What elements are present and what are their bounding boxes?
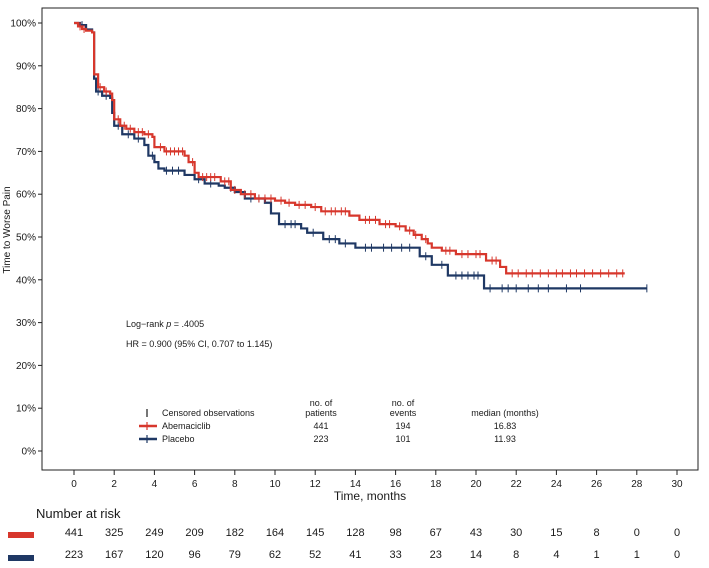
x-tick-label: 30 — [671, 479, 683, 490]
legend-row-patients: 441 — [313, 421, 329, 431]
y-axis-label: Time to Worse Pain — [2, 186, 13, 273]
risk-cell: 52 — [309, 549, 322, 561]
risk-cell: 4 — [553, 549, 560, 561]
legend-row-events: 101 — [395, 434, 411, 444]
legend-row-median: 16.83 — [493, 421, 517, 431]
risk-cell: 441 — [64, 527, 84, 539]
logrank-p-symbol: p — [166, 319, 172, 329]
x-tick-label: 8 — [232, 479, 238, 490]
logrank-label: Log−rank — [126, 319, 167, 329]
y-tick-label: 90% — [16, 61, 36, 72]
risk-cell: 30 — [510, 527, 523, 539]
x-tick-label: 14 — [350, 479, 362, 490]
abemaciclib-curve — [74, 21, 625, 275]
x-tick-label: 28 — [631, 479, 643, 490]
risk-cell: 33 — [389, 549, 402, 561]
y-axis: 0% 10% 20% 30% 40% 50% 60% 70% 80% 90% 100% — [10, 19, 42, 458]
risk-cell: 98 — [389, 527, 402, 539]
y-tick-label: 30% — [16, 318, 36, 329]
y-tick-label: 70% — [16, 147, 36, 158]
risk-cell: 67 — [429, 527, 442, 539]
risk-cell: 43 — [469, 527, 483, 539]
plot-area — [41, 7, 699, 471]
y-tick-label: 10% — [16, 404, 36, 415]
legend-header-median: median (months) — [471, 408, 539, 418]
risk-cell: 1 — [633, 549, 640, 561]
x-tick-label: 22 — [511, 479, 523, 490]
risk-table-title: Number at risk — [36, 506, 121, 521]
placebo-curve — [74, 21, 647, 290]
legend-marks — [139, 409, 157, 443]
y-tick-label: 80% — [16, 104, 36, 115]
legend-header-patients-1: no. of — [309, 398, 333, 408]
legend-header-events-2: events — [389, 408, 417, 418]
y-tick-label: 60% — [16, 190, 36, 201]
legend-row-median: 11.93 — [494, 434, 516, 444]
y-tick-label: 40% — [16, 275, 36, 286]
y-tick-label: 100% — [10, 19, 36, 30]
risk-cell: 325 — [105, 527, 124, 539]
logrank-value: = .4005 — [171, 319, 205, 329]
legend-header-patients-2: patients — [305, 408, 337, 418]
legend-row-patients: 223 — [313, 434, 329, 444]
risk-cell: 164 — [265, 527, 285, 539]
risk-cell: 79 — [228, 549, 241, 561]
x-tick-label: 2 — [111, 479, 117, 490]
x-tick-label: 18 — [430, 479, 442, 490]
risk-cell: 209 — [185, 527, 204, 539]
y-tick-label: 0% — [22, 447, 37, 458]
y-tick-label: 50% — [16, 233, 36, 244]
legend-header-events-1: no. of — [391, 398, 415, 408]
x-tick-label: 6 — [192, 479, 198, 490]
risk-cell: 249 — [145, 527, 164, 539]
risk-cell: 0 — [673, 527, 681, 539]
risk-cell: 8 — [593, 527, 600, 539]
risk-cell: 41 — [349, 549, 362, 561]
survival-curves — [74, 21, 648, 293]
x-tick-label: 26 — [591, 479, 603, 490]
risk-cell: 0 — [633, 527, 640, 539]
x-tick-label: 24 — [551, 479, 563, 490]
risk-cell: 145 — [306, 527, 325, 539]
x-tick-label: 16 — [390, 479, 402, 490]
y-tick-label: 20% — [16, 361, 36, 372]
risk-cell: 8 — [513, 549, 520, 561]
risk-cell: 128 — [346, 527, 365, 539]
legend-row-name: Placebo — [162, 434, 195, 444]
risk-cell: 23 — [429, 549, 442, 561]
hazard-ratio-annotation: HR = 0.900 (95% CI, 0.707 to 1.145) — [126, 339, 273, 349]
legend-censored-label: Censored observations — [162, 408, 255, 418]
risk-cell: 62 — [268, 549, 282, 561]
risk-cell: 15 — [550, 527, 563, 539]
x-tick-label: 12 — [310, 479, 322, 490]
risk-cell: 0 — [673, 549, 681, 561]
x-tick-label: 10 — [269, 479, 281, 490]
legend-row-events: 194 — [395, 421, 411, 431]
risk-cell: 14 — [469, 549, 483, 561]
risk-cell: 1 — [593, 549, 600, 561]
risk-cell: 96 — [188, 549, 201, 561]
legend-row-name: Abemaciclib — [162, 421, 211, 431]
logrank-annotation: Log−rank p = .4005 — [126, 319, 204, 330]
x-tick-label: 4 — [152, 479, 158, 490]
x-tick-label: 0 — [71, 479, 77, 490]
risk-cell: 120 — [145, 549, 164, 561]
x-axis: 0 2 4 6 8 10 12 14 16 18 20 22 24 26 28 30 — [71, 470, 683, 490]
risk-cell: 223 — [64, 549, 84, 561]
x-axis-label: Time, months — [334, 489, 406, 503]
risk-cell: 167 — [105, 549, 124, 561]
risk-cell: 182 — [225, 527, 244, 539]
x-tick-label: 20 — [470, 479, 482, 490]
